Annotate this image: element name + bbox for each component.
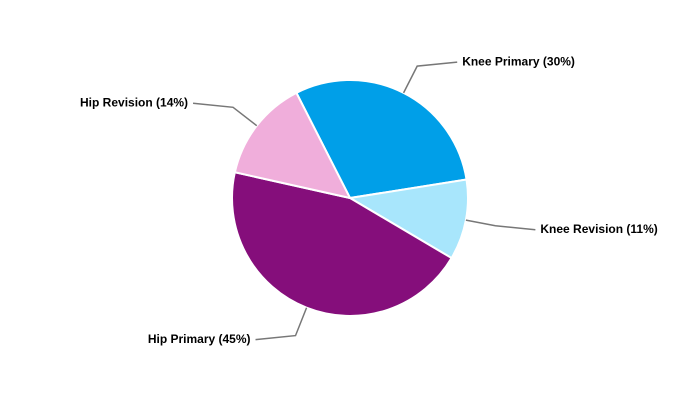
slice-label: Hip Primary (45%) xyxy=(148,332,251,346)
leader-line xyxy=(255,307,308,341)
leader-line xyxy=(465,219,536,231)
slice-label: Hip Revision (14%) xyxy=(80,95,188,109)
pie-slice xyxy=(295,79,468,200)
pie-slice xyxy=(231,171,453,317)
slice-label: Knee Revision (11%) xyxy=(540,222,657,236)
slice-label: Knee Primary (30%) xyxy=(462,54,575,68)
leader-line xyxy=(402,61,458,94)
leader-line xyxy=(192,102,258,127)
pie-slice xyxy=(233,91,352,200)
